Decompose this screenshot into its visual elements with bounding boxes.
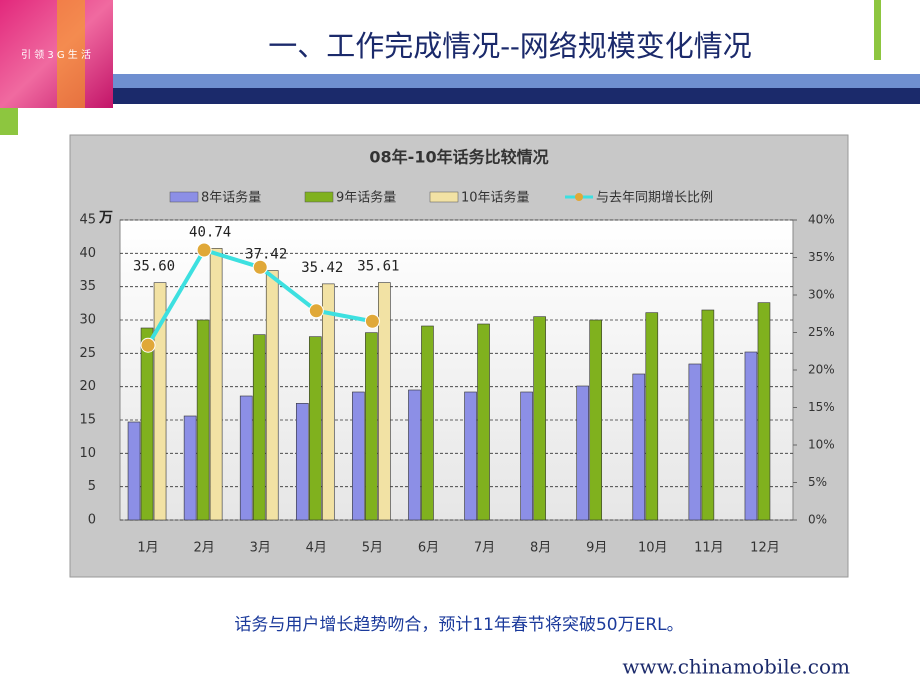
- bar: [744, 351, 758, 521]
- bar: [688, 363, 702, 521]
- x-tick-label: 5月: [362, 541, 383, 556]
- x-tick-label: 11月: [694, 541, 724, 556]
- slide-title: 一、工作完成情况--网络规模变化情况: [268, 29, 752, 63]
- legend-label: 10年话务量: [461, 190, 530, 206]
- y-tick-label: 30: [79, 313, 96, 328]
- bar: [645, 312, 659, 521]
- line-marker: [196, 242, 212, 258]
- data-label: 35.60: [133, 259, 175, 275]
- bar: [408, 389, 421, 521]
- line-marker: [308, 303, 324, 319]
- y-tick-label: 0: [88, 513, 96, 528]
- y2-tick-label: 20%: [808, 363, 835, 377]
- bar: [533, 316, 546, 521]
- bar: [140, 327, 154, 521]
- legend-label: 与去年同期增长比例: [596, 191, 713, 206]
- bar: [757, 302, 771, 521]
- x-tick-label: 10月: [638, 541, 668, 556]
- y2-tick-label: 15%: [808, 400, 835, 414]
- bar: [321, 283, 335, 521]
- legend-label: 8年话务量: [201, 190, 261, 206]
- bar: [196, 319, 210, 521]
- x-tick-label: 12月: [750, 541, 780, 556]
- footer-note: 话务与用户增长趋势吻合，预计11年春节将突破50万ERL。: [234, 615, 683, 635]
- bar: [352, 391, 365, 521]
- y-tick-label: 20: [79, 379, 96, 394]
- chart-title: 08年-10年话务比较情况: [369, 148, 548, 167]
- x-tick-label: 8月: [530, 541, 551, 556]
- bar: [632, 373, 646, 521]
- bar: [378, 282, 391, 521]
- y-tick-label: 45: [79, 213, 96, 228]
- legend-swatch: [304, 191, 334, 203]
- y-tick-label: 25: [79, 346, 96, 361]
- y-tick-label: 40: [79, 246, 96, 261]
- y-tick-label: 35: [79, 279, 96, 294]
- legend-label: 9年话务量: [336, 190, 396, 206]
- bar: [308, 336, 322, 521]
- data-label: 40.74: [189, 224, 231, 240]
- accent-bar: [874, 0, 881, 60]
- y2-tick-label: 25%: [808, 325, 835, 339]
- x-tick-label: 7月: [474, 541, 495, 556]
- data-label: 35.61: [357, 259, 399, 275]
- y-axis-unit: 万: [98, 210, 113, 226]
- logo: [0, 0, 113, 108]
- x-tick-label: 4月: [306, 541, 327, 556]
- bar: [127, 421, 141, 521]
- data-label: 37.42: [245, 247, 287, 263]
- bar: [209, 248, 223, 521]
- bar: [265, 270, 279, 521]
- y2-tick-label: 5%: [808, 475, 827, 489]
- x-tick-label: 1月: [137, 541, 158, 556]
- bar: [477, 323, 490, 521]
- x-tick-label: 9月: [586, 541, 607, 556]
- bar: [464, 391, 477, 521]
- bar: [252, 334, 266, 521]
- bar: [576, 385, 590, 521]
- y2-tick-label: 40%: [808, 213, 835, 227]
- header-band-dark: [113, 88, 920, 104]
- x-tick-label: 3月: [250, 541, 271, 556]
- y-tick-label: 5: [88, 479, 96, 494]
- bar: [365, 332, 378, 521]
- y-tick-label: 15: [79, 413, 96, 428]
- y2-tick-label: 10%: [808, 438, 835, 452]
- legend-marker: [575, 193, 583, 201]
- y-tick-label: 10: [79, 446, 96, 461]
- bar: [295, 403, 309, 521]
- legend-swatch: [169, 191, 199, 203]
- bar: [239, 395, 253, 521]
- plot-area: [119, 219, 794, 521]
- data-label: 35.42: [301, 260, 343, 276]
- x-tick-label: 6月: [418, 541, 439, 556]
- header-band: [113, 74, 920, 88]
- y2-tick-label: 35%: [808, 250, 835, 264]
- bar: [520, 391, 533, 521]
- bar: [701, 309, 715, 521]
- footer-url: www.chinamobile.com: [622, 655, 850, 679]
- bar: [421, 325, 434, 521]
- bar: [183, 415, 197, 521]
- bar: [589, 319, 603, 521]
- logo-band: [57, 0, 85, 108]
- y2-tick-label: 0%: [808, 513, 827, 527]
- logo-text: 引 领 3 G 生 活: [21, 48, 91, 61]
- legend-swatch: [429, 191, 459, 203]
- line-marker: [364, 313, 380, 329]
- bar: [153, 282, 167, 521]
- x-tick-label: 2月: [193, 541, 214, 556]
- line-marker: [140, 337, 156, 353]
- line-marker: [252, 259, 268, 275]
- y2-tick-label: 30%: [808, 288, 835, 302]
